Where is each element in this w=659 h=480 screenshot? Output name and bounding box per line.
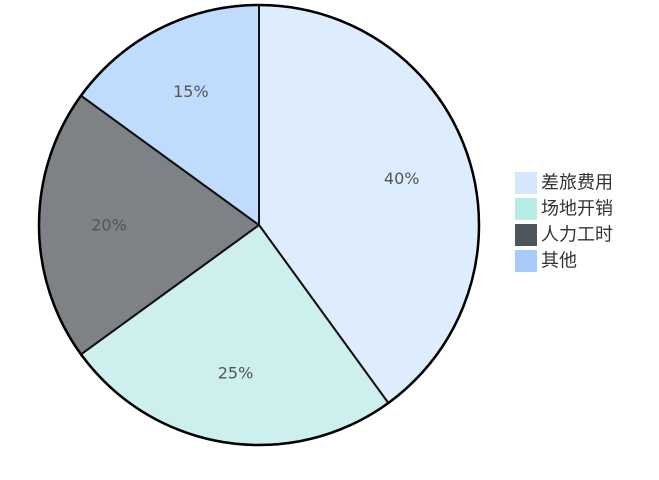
slice-value-label-3: 20% bbox=[91, 216, 127, 235]
legend-item-2[interactable]: 场地开销 bbox=[515, 198, 613, 220]
legend-label-3: 人力工时 bbox=[541, 225, 613, 246]
slice-value-label-1: 40% bbox=[384, 169, 420, 188]
legend-swatch-3 bbox=[515, 224, 537, 246]
pie-value-labels: 40% 25% 20% 15% bbox=[91, 82, 419, 383]
legend-label-2: 场地开销 bbox=[541, 199, 613, 220]
slice-value-label-4: 15% bbox=[173, 82, 209, 101]
legend-swatch-1 bbox=[515, 172, 537, 194]
pie-outline bbox=[37, 3, 481, 447]
legend-item-1[interactable]: 差旅费用 bbox=[515, 172, 613, 194]
legend-swatch-4 bbox=[515, 250, 537, 272]
legend-label-1: 差旅费用 bbox=[541, 173, 613, 194]
legend-item-4[interactable]: 其他 bbox=[515, 250, 577, 272]
legend-label-4: 其他 bbox=[541, 251, 577, 272]
legend-item-3[interactable]: 人力工时 bbox=[515, 224, 613, 246]
slice-value-label-2: 25% bbox=[218, 364, 254, 383]
legend-swatch-2 bbox=[515, 198, 537, 220]
pie-slices bbox=[38, 4, 480, 446]
